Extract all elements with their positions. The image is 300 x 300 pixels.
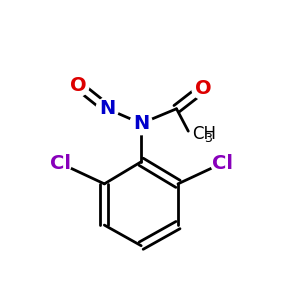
Text: O: O [195,79,211,98]
Circle shape [192,77,214,99]
Text: N: N [99,99,116,118]
Circle shape [130,112,152,135]
Circle shape [49,152,71,174]
Text: CH: CH [192,125,216,143]
Text: Cl: Cl [212,154,233,173]
Text: 3: 3 [205,132,212,145]
Circle shape [96,98,118,120]
Circle shape [67,74,89,96]
Text: O: O [70,76,86,95]
Text: N: N [133,114,149,133]
Circle shape [211,152,233,174]
FancyBboxPatch shape [190,128,225,146]
Text: Cl: Cl [50,154,71,173]
